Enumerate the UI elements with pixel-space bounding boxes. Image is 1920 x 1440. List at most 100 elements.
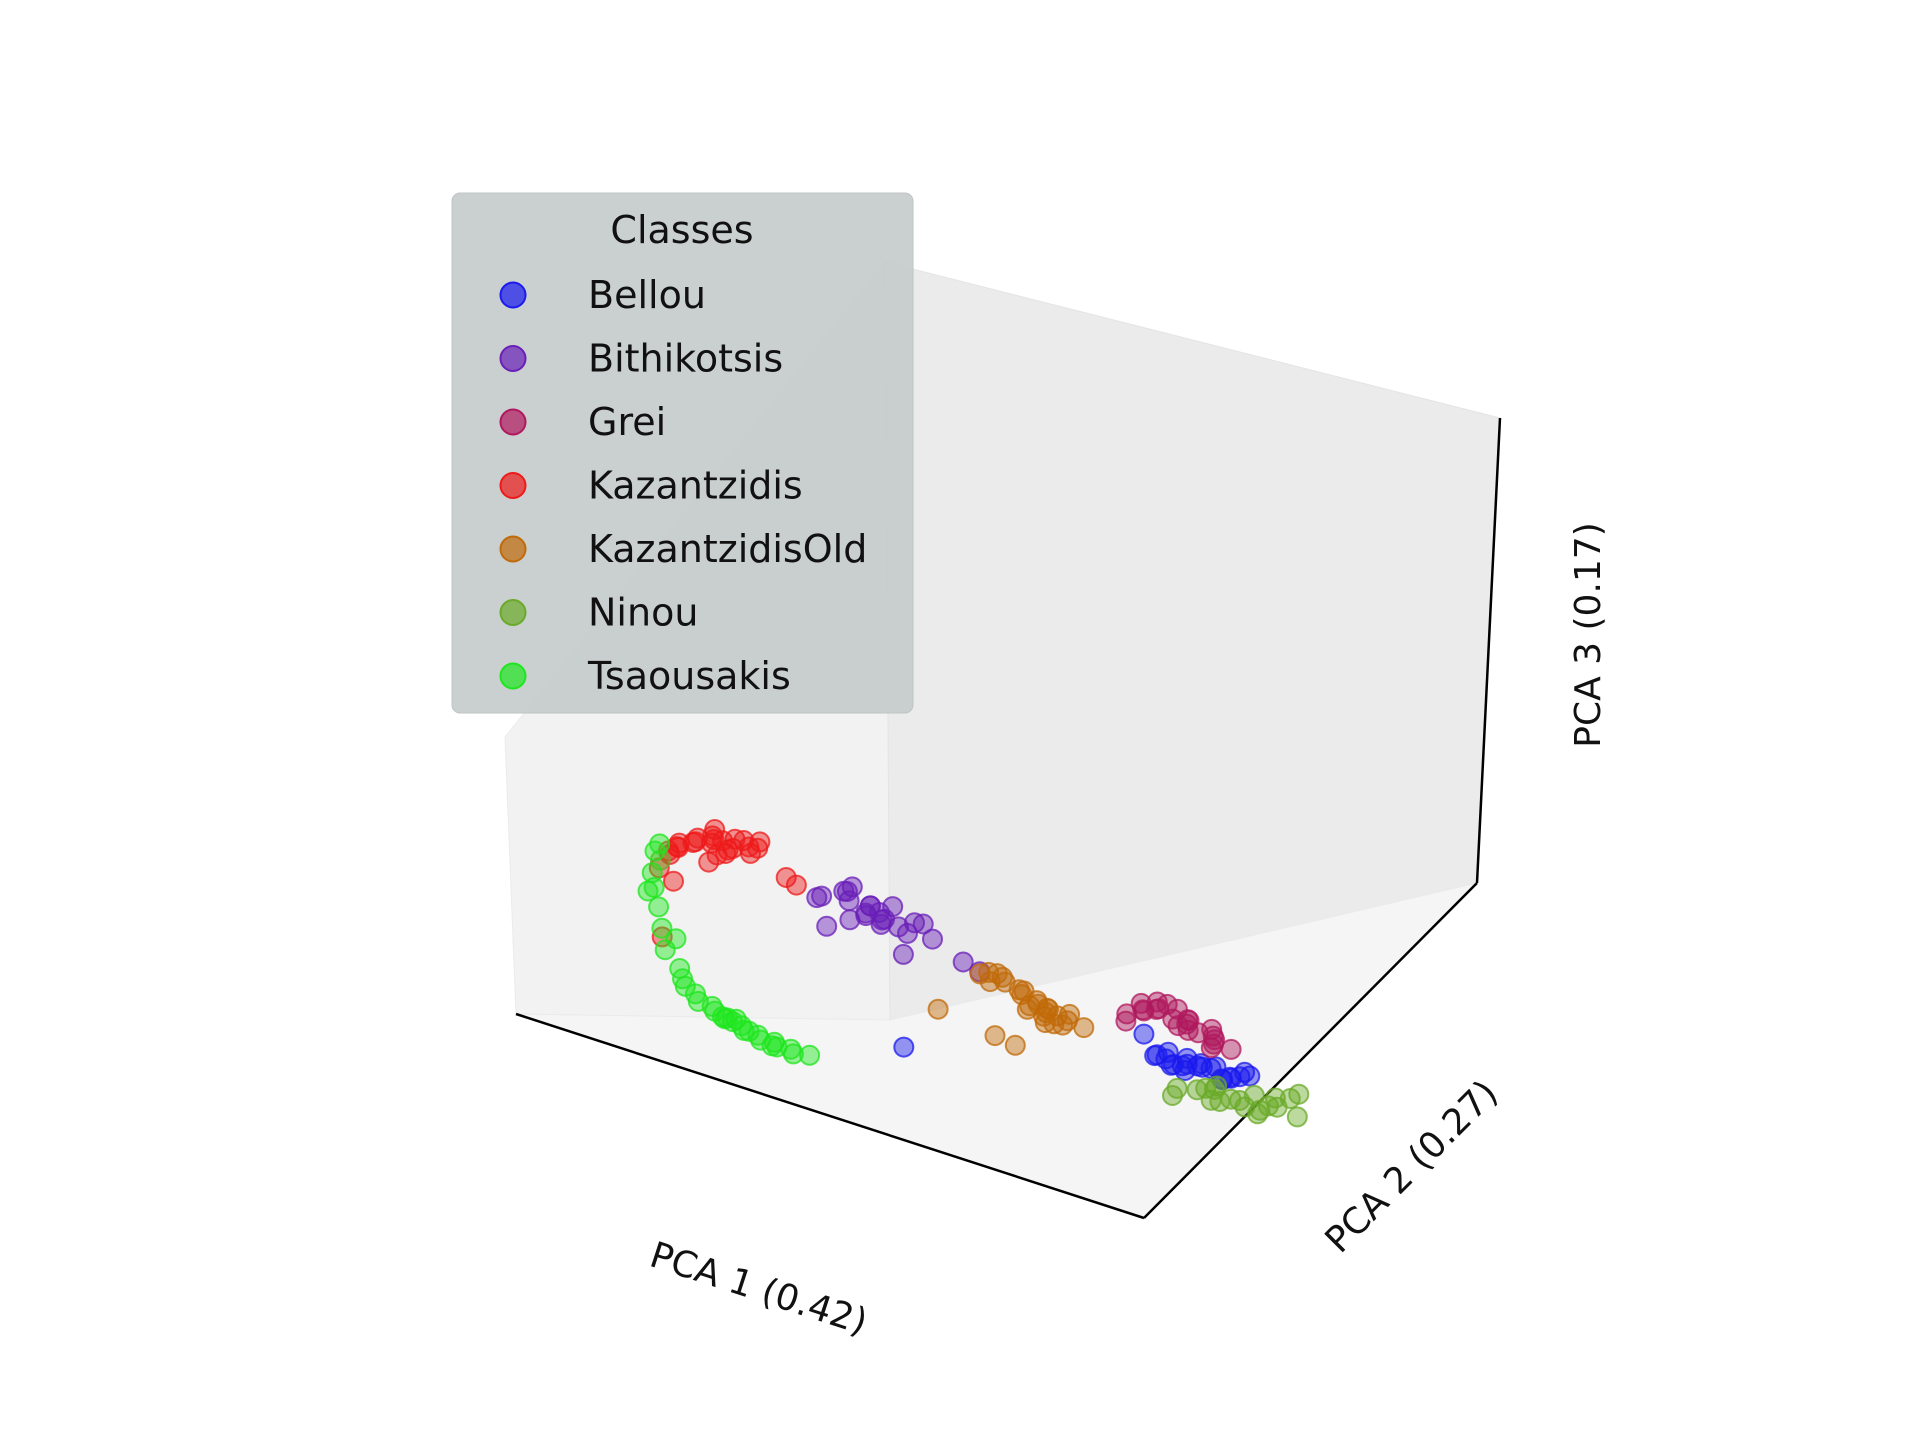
legend-title: Classes: [610, 208, 753, 252]
legend-item: Grei: [499, 400, 666, 444]
data-point: [1286, 1106, 1308, 1128]
data-point: [984, 1025, 1006, 1047]
legend-label: Ninou: [588, 591, 698, 635]
legend-item: Ninou: [499, 591, 698, 635]
data-point: [1162, 1085, 1183, 1106]
series-ninou: [649, 849, 1310, 1128]
data-point: [1034, 1012, 1056, 1034]
data-point: [1177, 1019, 1199, 1041]
legend-label: Bithikotsis: [588, 337, 783, 381]
data-point: [1288, 1083, 1310, 1105]
data-point: [738, 1020, 760, 1042]
data-point: [1234, 1061, 1256, 1083]
data-point: [912, 913, 934, 935]
legend-marker: [499, 472, 527, 499]
data-point: [669, 958, 691, 979]
data-point: [855, 905, 877, 927]
legend-marker: [499, 281, 527, 309]
z-axis-label: PCA 3 (0.17): [1568, 522, 1609, 748]
series-kazantzidis: [648, 819, 807, 948]
legend-label: Tsaousakis: [587, 654, 791, 698]
data-point: [927, 998, 949, 1020]
legend-label: Kazantzidis: [588, 464, 803, 508]
data-point: [986, 963, 1008, 985]
data-point: [1059, 1003, 1081, 1025]
data-point: [704, 819, 726, 840]
legend-marker: [499, 408, 527, 436]
data-point: [1186, 1079, 1208, 1101]
legend-marker: [499, 345, 527, 372]
data-point: [1167, 1015, 1189, 1037]
data-point: [841, 876, 863, 898]
data-point: [1157, 1041, 1179, 1063]
data-point: [1004, 1034, 1026, 1056]
data-point: [1243, 1084, 1265, 1106]
legend-label: Grei: [588, 400, 666, 444]
data-point: [1166, 998, 1188, 1020]
data-point: [816, 915, 838, 937]
legend-item: KazantzidisOld: [499, 527, 867, 571]
data-point: [1176, 1053, 1198, 1075]
data-point: [922, 928, 943, 950]
data-point: [1133, 1023, 1155, 1045]
z-axis-line: [1475, 417, 1502, 884]
data-point: [839, 909, 861, 931]
data-point: [1200, 1037, 1222, 1059]
data-point: [717, 839, 739, 861]
series-grei: [1115, 991, 1242, 1060]
data-point: [952, 951, 974, 973]
data-point: [1156, 993, 1178, 1015]
data-point: [897, 922, 918, 944]
legend-label: KazantzidisOld: [588, 527, 867, 571]
data-point: [806, 887, 828, 909]
legend-marker: [499, 535, 527, 563]
data-point: [1116, 1003, 1138, 1025]
legend-marker: [499, 599, 527, 626]
data-point: [1220, 1038, 1242, 1060]
data-point: [648, 896, 670, 918]
data-point: [782, 1043, 804, 1065]
series-tsaousakis: [637, 833, 821, 1066]
y-axis-line: [1143, 882, 1478, 1219]
y-axis-label: PCA 2 (0.27): [1318, 1073, 1506, 1261]
data-point: [1200, 1089, 1222, 1111]
legend-label: Bellou: [588, 273, 706, 317]
x-axis-line: [515, 1012, 1145, 1220]
legend-item: Bellou: [499, 273, 706, 317]
legend-item: Bithikotsis: [499, 337, 783, 381]
series-bithikotsis: [806, 876, 991, 983]
data-point: [641, 862, 663, 884]
data-point: [698, 851, 720, 873]
data-point: [1264, 1087, 1286, 1109]
series-kazantzidisold: [927, 961, 1095, 1056]
data-point: [1073, 1017, 1095, 1039]
data-point: [649, 833, 671, 855]
legend-box: [451, 192, 914, 714]
legend-item: Tsaousakis: [499, 654, 791, 698]
data-point: [665, 928, 687, 950]
legend-item: Kazantzidis: [499, 464, 803, 508]
data-point: [882, 896, 904, 918]
data-point: [1132, 999, 1154, 1021]
data-point: [893, 1036, 915, 1058]
data-point: [1205, 1056, 1227, 1078]
x-axis-label: PCA 1 (0.42): [645, 1235, 872, 1344]
data-point: [969, 963, 991, 985]
data-point: [1247, 1103, 1269, 1125]
data-point: [725, 1008, 747, 1030]
data-point: [1115, 1010, 1137, 1032]
data-point: [637, 880, 659, 902]
axis-lines: [515, 417, 1502, 1220]
data-point: [1016, 998, 1038, 1020]
data-point: [892, 943, 914, 965]
data-point: [785, 874, 807, 896]
series-bellou: [893, 1023, 1261, 1091]
legend: Classes Bellou Bithikotsis Grei Kazantzidis…: [451, 192, 914, 714]
legend-items: Bellou Bithikotsis Grei Kazantzidis Kazantzi…: [499, 273, 867, 698]
data-point: [761, 1035, 783, 1057]
data-point: [799, 1044, 821, 1066]
data-points: [637, 819, 1310, 1128]
legend-marker: [499, 662, 527, 690]
data-point: [740, 842, 761, 864]
